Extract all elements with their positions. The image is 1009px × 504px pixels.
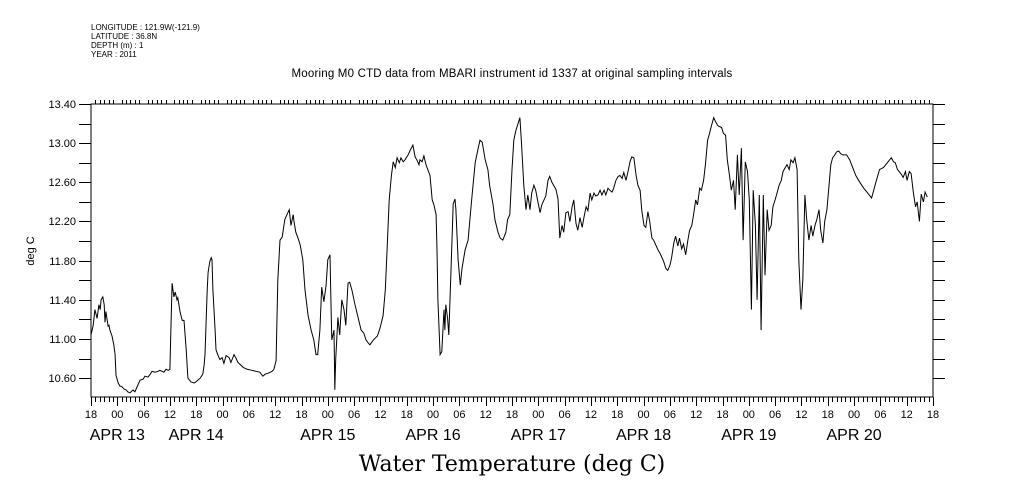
series-layer [90, 116, 928, 394]
x-tick-label: 00 [111, 409, 123, 421]
meta-year: YEAR : 2011 [91, 50, 137, 59]
x-tick-label: 06 [664, 409, 676, 421]
x-tick-label: 18 [85, 409, 97, 421]
x-day-label: APR 17 [511, 427, 566, 444]
y-tick-label: 11.40 [49, 295, 76, 307]
y-axis-label: deg C [25, 236, 37, 265]
x-tick-label: 00 [322, 409, 334, 421]
x-tick-label: 06 [243, 409, 255, 421]
chart-title: Mooring M0 CTD data from MBARI instrumen… [291, 68, 733, 80]
x-tick-label: 06 [559, 409, 571, 421]
y-tick-label: 11.00 [49, 334, 76, 346]
x-tick-label: 00 [216, 409, 228, 421]
x-tick-label: 06 [453, 409, 465, 421]
x-tick-label: 00 [532, 409, 544, 421]
x-tick-label: 18 [611, 409, 623, 421]
y-tick-label: 12.20 [48, 216, 76, 228]
series-line-water-temperature [90, 116, 928, 394]
x-day-label: APR 16 [405, 427, 460, 444]
x-tick-label: 12 [901, 409, 913, 421]
x-day-label: APR 19 [721, 427, 776, 444]
y-tick-label: 12.60 [48, 177, 76, 189]
x-tick-label: 18 [716, 409, 728, 421]
x-tick-label: 12 [690, 409, 702, 421]
y-tick-label: 13.40 [48, 99, 76, 111]
metadata-block: LONGITUDE : 121.9W(-121.9) LATITUDE : 36… [91, 23, 200, 59]
axes: 10.60 11.00 11.40 11.80 12.20 12.60 13.00 13.40… [48, 99, 945, 444]
x-tick-label: 00 [848, 409, 860, 421]
x-tick-label: 06 [769, 409, 781, 421]
meta-longitude: LONGITUDE : 121.9W(-121.9) [91, 23, 200, 32]
x-tick-label: 12 [374, 409, 386, 421]
x-tick-label: 18 [822, 409, 834, 421]
y-tick-label: 11.80 [49, 256, 76, 268]
y-tick-label: 10.60 [48, 373, 76, 385]
x-tick-label: 06 [874, 409, 886, 421]
y-tick-label: 13.00 [48, 138, 76, 150]
x-tick-label: 06 [348, 409, 360, 421]
x-tick-label: 12 [585, 409, 597, 421]
x-day-label: APR 18 [616, 427, 671, 444]
x-tick-label: 18 [401, 409, 413, 421]
x-day-label: APR 13 [90, 427, 145, 444]
x-axis-title: Water Temperature (deg C) [358, 452, 666, 477]
x-tick-label: 06 [138, 409, 150, 421]
meta-latitude: LATITUDE : 36.8N [91, 32, 158, 41]
x-day-label: APR 15 [300, 427, 355, 444]
meta-depth: DEPTH (m) : 1 [91, 41, 144, 50]
x-tick-label: 12 [795, 409, 807, 421]
x-tick-label: 00 [427, 409, 439, 421]
x-tick-label: 12 [269, 409, 281, 421]
x-tick-label: 12 [480, 409, 492, 421]
x-tick-label: 18 [190, 409, 202, 421]
x-tick-label: 18 [295, 409, 307, 421]
x-day-label: APR 14 [169, 427, 224, 444]
x-tick-label: 12 [164, 409, 176, 421]
x-day-label: APR 20 [826, 427, 881, 444]
x-tick-label: 18 [506, 409, 518, 421]
x-tick-label: 00 [637, 409, 649, 421]
x-tick-label: 00 [743, 409, 755, 421]
x-tick-label: 18 [927, 409, 939, 421]
